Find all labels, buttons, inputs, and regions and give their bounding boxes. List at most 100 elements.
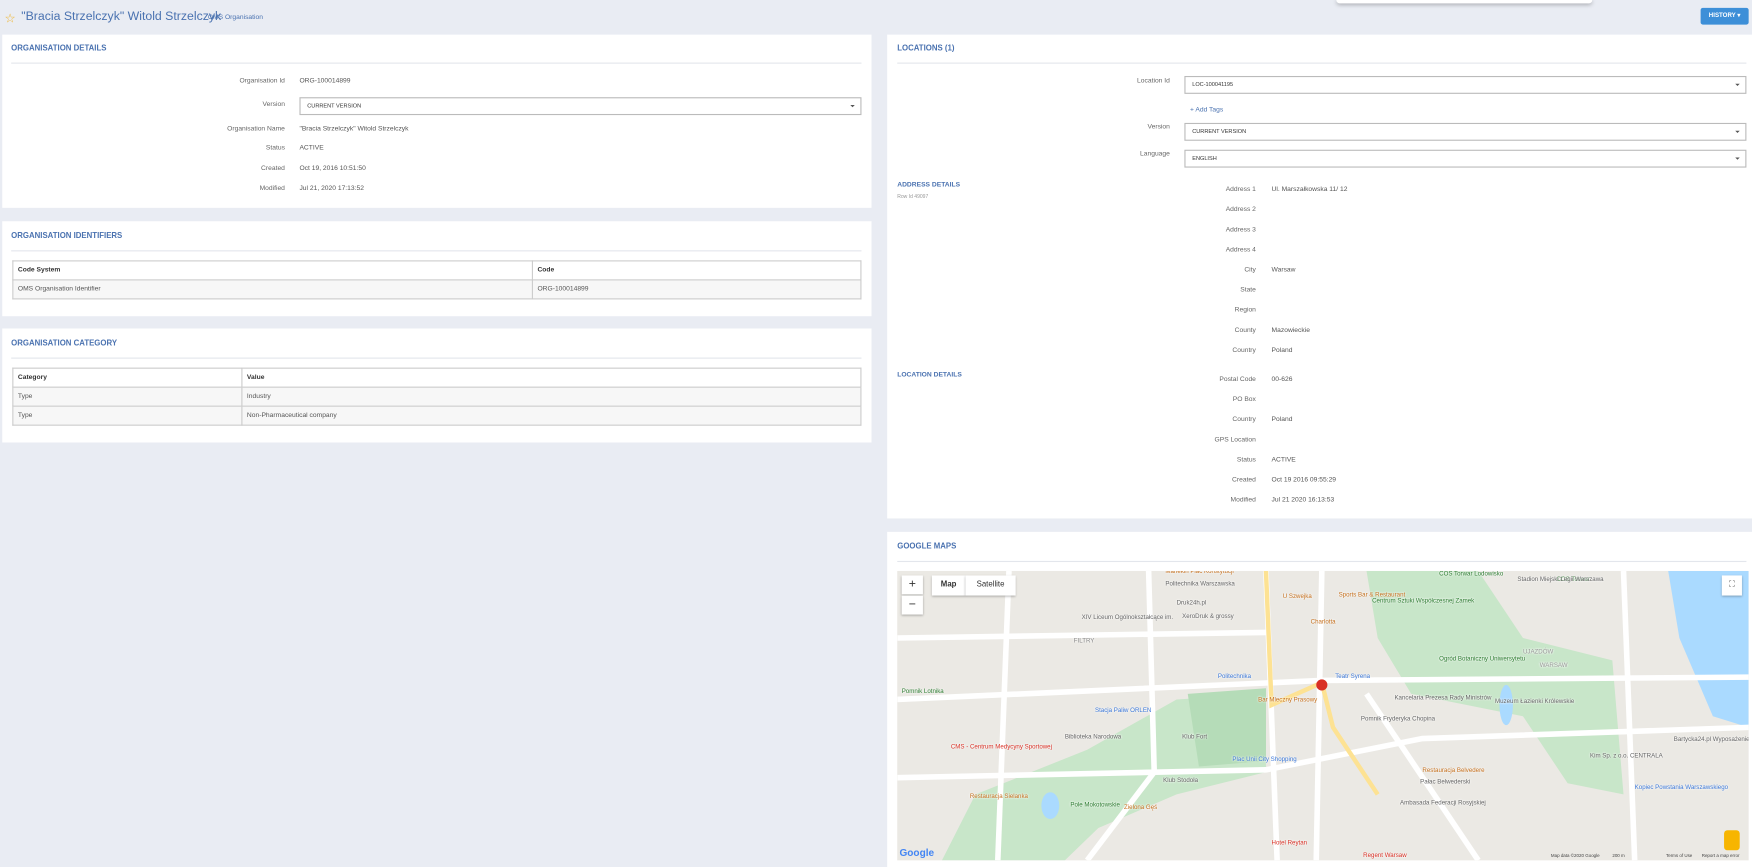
map-label[interactable]: Manekin Plac Konstytucji <box>1165 570 1234 576</box>
map-label[interactable]: CMS - Centrum Medycyny Sportowej <box>950 744 1052 751</box>
map-type-button[interactable]: Map <box>931 575 966 596</box>
table-row: Type Non-Pharmaceutical company <box>12 405 862 426</box>
field-value: Warsaw <box>1271 267 1296 274</box>
water <box>1041 792 1060 820</box>
satellite-type-button[interactable]: Satellite <box>965 575 1016 596</box>
map-label[interactable]: Politechnika Warszawska <box>1165 581 1235 588</box>
map-label[interactable]: Ambasada Federacji Rosyjskiej <box>1400 800 1486 807</box>
favorite-star[interactable]: ☆ <box>4 12 16 26</box>
column-header: Code <box>531 260 862 281</box>
map-label[interactable]: Druk24h.pl <box>1176 600 1207 607</box>
table-row: Type Industry <box>12 386 862 407</box>
divider <box>11 62 862 64</box>
water <box>1499 684 1513 726</box>
field-value: Ul. Marszałkowska 11/ 12 <box>1271 186 1348 194</box>
map-label[interactable]: Hotel Reytan <box>1271 840 1308 847</box>
history-button-label: HISTORY <box>1708 12 1736 19</box>
field-label: Address 3 <box>1225 226 1256 234</box>
history-button[interactable]: HISTORY ▾ <box>1700 7 1749 25</box>
map-label[interactable]: Teatr Syrena <box>1335 673 1371 681</box>
table-cell: Type <box>12 405 243 426</box>
zoom-out-button[interactable]: − <box>901 595 923 615</box>
section-heading: ORGANISATION IDENTIFIERS <box>11 232 123 241</box>
map-label[interactable]: Bar Mleczny Prasowy <box>1258 697 1318 704</box>
table-cell: ORG-100014899 <box>531 279 862 300</box>
version-select[interactable]: CURRENT VERSION <box>299 97 862 116</box>
map-label[interactable]: COS Torwar Lodowisko <box>1439 570 1504 578</box>
map-label[interactable]: Klub Stodoła <box>1163 777 1199 785</box>
map-label[interactable]: Restauracja Sielanka <box>969 793 1028 801</box>
map-label[interactable]: Regent Warsaw <box>1363 852 1407 860</box>
divider <box>897 62 1747 64</box>
map-label[interactable]: Kim Sp. z o.o. CENTRALA <box>1589 753 1663 760</box>
map-label[interactable]: Stacja Paliw ORLEN <box>1095 707 1152 714</box>
map-label[interactable]: Kancelaria Prezesa Rady Ministrów <box>1394 694 1492 702</box>
field-value: ACTIVE <box>299 145 324 152</box>
language-select[interactable]: ENGLISH <box>1184 149 1747 168</box>
map-label[interactable]: Muzeum Łazienki Królewskie <box>1495 698 1575 706</box>
map[interactable]: + − Map Satellite ⛶ Google Map data ©2020 Goog… <box>897 570 1749 861</box>
park <box>1366 570 1624 795</box>
map-label[interactable]: WARSAW <box>1539 662 1568 670</box>
map-label[interactable]: Pomnik Fryderyka Chopina <box>1360 716 1436 723</box>
map-label[interactable]: Restauracja Belvedere <box>1422 767 1485 775</box>
zoom-in-button[interactable]: + <box>901 575 923 595</box>
table-cell: Non-Pharmaceutical company <box>241 405 862 426</box>
terms-link[interactable]: Terms of Use <box>1665 852 1693 859</box>
map-label[interactable]: Centrum Sztuki Współczesnej Zamek <box>1372 597 1475 605</box>
location-id-select[interactable]: LOC-100041195 <box>1184 75 1747 94</box>
map-label[interactable]: XeroDruk & grossy <box>1182 613 1234 621</box>
section-heading: GOOGLE MAPS <box>897 543 957 551</box>
column-header: Value <box>241 367 862 388</box>
field-value: Mazowieckie <box>1271 327 1310 335</box>
category-table: Category Value Type Industry Type Non-Pharmac… <box>12 367 862 426</box>
version-select[interactable]: CURRENT VERSION <box>1184 122 1747 141</box>
field-value: Poland <box>1271 416 1293 424</box>
map-label[interactable]: Zielona Gęś <box>1124 804 1158 812</box>
field-value: Jul 21 2020 16:13:53 <box>1271 497 1335 504</box>
field-label: Created <box>1232 477 1256 484</box>
map-label[interactable]: COS Torwar <box>1556 576 1590 584</box>
field-value: 00-626 <box>1271 376 1293 384</box>
map-label[interactable]: Ogród Botaniczny Uniwersytetu <box>1439 655 1526 663</box>
map-label[interactable]: Pałac Belwederski <box>1420 778 1471 786</box>
map-label[interactable]: Pomnik Lotnika <box>901 688 944 695</box>
map-label[interactable]: XIV Liceum Ogólnokształcące im. <box>1081 614 1174 622</box>
field-label: Version <box>262 101 285 109</box>
park <box>941 693 1266 861</box>
field-label: Address 1 <box>1225 186 1256 194</box>
field-label: Region <box>1234 307 1256 314</box>
map-label[interactable]: UJAZDÓW <box>1522 649 1554 656</box>
map-label[interactable]: Stadion Miejski Legii Warszawa <box>1517 576 1604 584</box>
field-label: Address 2 <box>1225 206 1256 214</box>
map-label[interactable]: Charlotta <box>1310 619 1336 626</box>
map-label[interactable]: Plac Unii City Shopping <box>1232 756 1297 764</box>
map-label[interactable]: Bartycka24.pl Wyposażenie <box>1673 736 1749 744</box>
map-label[interactable]: Sports Bar & Restaurant <box>1338 592 1406 599</box>
field-label: City <box>1244 267 1256 274</box>
report-link[interactable]: Report a map error <box>1701 852 1740 859</box>
field-label: Version <box>1147 124 1170 131</box>
field-label: Country <box>1232 416 1256 424</box>
field-label: Country <box>1232 347 1256 355</box>
popup <box>1336 0 1593 4</box>
map-label[interactable]: Pole Mokotowskie <box>1070 802 1120 809</box>
map-label[interactable]: FILTRY <box>1073 638 1095 645</box>
fullscreen-button[interactable]: ⛶ <box>1721 575 1742 596</box>
table-head: Category Value <box>12 367 862 388</box>
divider <box>897 560 1747 563</box>
field-label: PO Box <box>1232 396 1256 404</box>
add-tags-link[interactable]: + Add Tags <box>1189 107 1224 114</box>
pegman[interactable] <box>1724 830 1740 851</box>
field-value: Oct 19, 2016 10:51:50 <box>299 165 366 173</box>
field-label: Address 4 <box>1225 246 1256 254</box>
map-label[interactable]: Kopiec Powstania Warszawskiego <box>1634 784 1729 792</box>
field-label: Status <box>265 145 285 152</box>
divider <box>11 357 862 359</box>
map-label[interactable]: Klub Fort <box>1182 734 1208 741</box>
map-label[interactable]: U Szwejka <box>1282 593 1312 601</box>
field-value: ORG-100014899 <box>299 78 351 85</box>
map-label[interactable]: Biblioteka Narodowa <box>1064 734 1122 741</box>
map-label[interactable]: Politechnika <box>1217 673 1252 681</box>
